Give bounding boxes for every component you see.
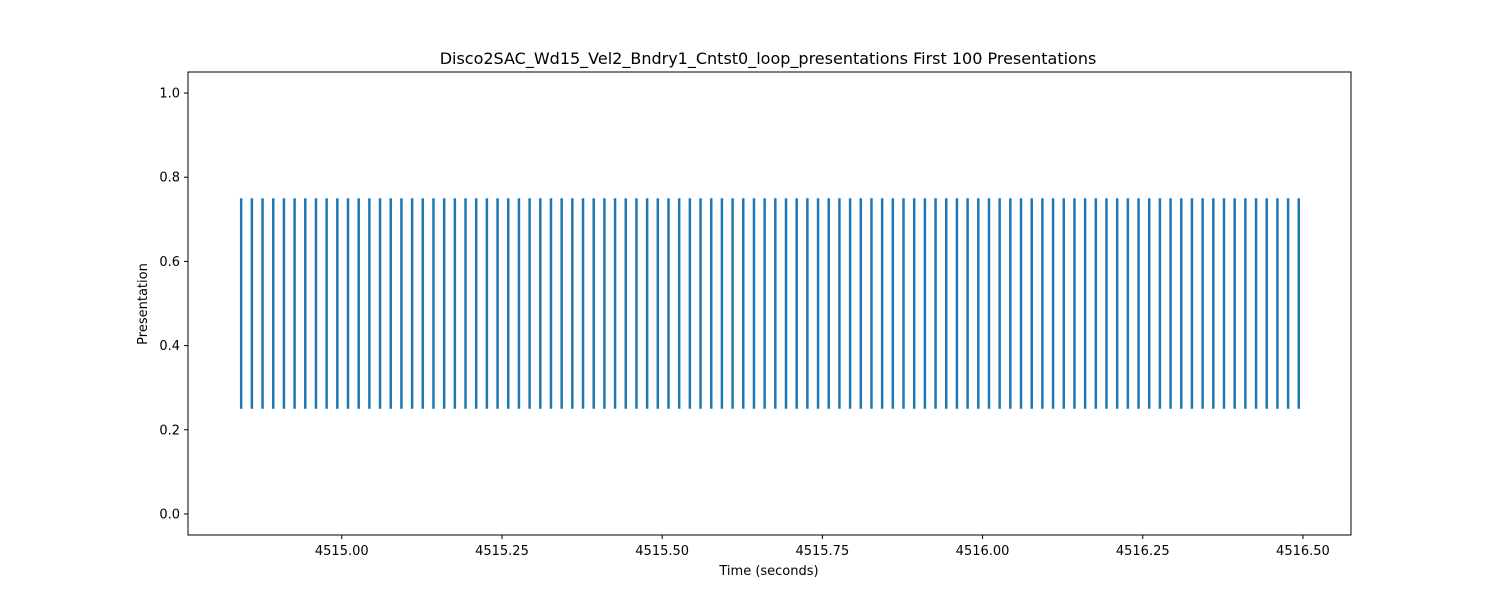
- x-tick-label: 4515.75: [795, 544, 849, 559]
- y-tick-label: 1.0: [159, 87, 180, 102]
- x-axis-ticks: 4515.00 4515.25 4515.50 4515.75 4516.00 4516.…: [315, 535, 1330, 559]
- x-tick-label: 4516.25: [1116, 544, 1170, 559]
- y-tick-label: 0.4: [159, 339, 180, 354]
- plot-frame: [187, 71, 1352, 536]
- x-tick-label: 4516.00: [956, 544, 1010, 559]
- x-axis-label: Time (seconds): [718, 564, 818, 579]
- y-tick-label: 0.2: [159, 423, 180, 438]
- y-axis-label: Presentation: [136, 263, 151, 345]
- x-tick-label: 4515.50: [635, 544, 689, 559]
- chart-title: Disco2SAC_Wd15_Vel2_Bndry1_Cntst0_loop_p…: [440, 49, 1097, 69]
- y-tick-label: 0.6: [159, 255, 180, 270]
- x-tick-label: 4516.50: [1276, 544, 1330, 559]
- y-tick-label: 0.8: [159, 171, 180, 186]
- event-lines: [239, 198, 1301, 409]
- y-tick-label: 0.0: [159, 507, 180, 522]
- y-axis-ticks: 0.0 0.2 0.4 0.6 0.8 1.0: [159, 87, 188, 522]
- x-tick-label: 4515.00: [315, 544, 369, 559]
- x-tick-label: 4515.25: [475, 544, 529, 559]
